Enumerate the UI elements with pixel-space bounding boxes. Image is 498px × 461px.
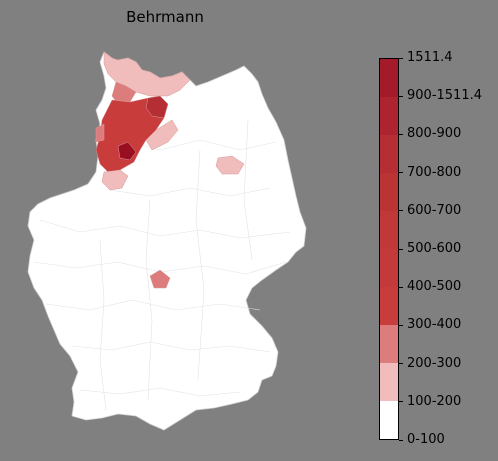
colorbar-tick-label: 800-900: [407, 126, 462, 142]
colorbar-segment: [380, 97, 398, 135]
colorbar: [379, 58, 399, 440]
colorbar-tick: [399, 439, 403, 441]
colorbar-tick: [399, 57, 403, 59]
colorbar-segment: [380, 363, 398, 401]
colorbar-tick: [399, 248, 403, 250]
colorbar-tick-label: 400-500: [407, 279, 462, 295]
district-light-south: [101, 169, 129, 191]
colorbar-tick-label: 1511.4: [407, 50, 453, 65]
colorbar-tick-label: 900-1511.4: [407, 88, 482, 104]
colorbar-tick: [399, 363, 403, 365]
colorbar-segment: [380, 249, 398, 287]
district-central: [149, 269, 171, 289]
colorbar-tick: [399, 286, 403, 288]
colorbar-segment: [380, 59, 398, 97]
colorbar-tick: [399, 133, 403, 135]
colorbar-tick: [399, 95, 403, 97]
colorbar-segment: [380, 135, 398, 173]
germany-map: [27, 51, 307, 431]
colorbar-segment: [380, 287, 398, 325]
district-darker-east: [145, 95, 169, 119]
colorbar-tick-label: 300-400: [407, 317, 462, 333]
district-darkest: [117, 141, 137, 161]
colorbar-segment: [380, 325, 398, 363]
colorbar-tick-label: 0-100: [407, 432, 445, 447]
colorbar-tick: [399, 210, 403, 212]
colorbar-tick-label: 500-600: [407, 241, 462, 256]
district-mid-west: [95, 123, 105, 143]
colorbar-tick-label: 100-200: [407, 393, 462, 409]
district-light-east: [145, 119, 179, 151]
colorbar-segment: [380, 401, 398, 439]
germany-outline: [27, 51, 307, 431]
highlighted-districts: [95, 51, 245, 289]
district-east-pink: [215, 155, 245, 175]
colorbar-tick: [399, 324, 403, 326]
colorbar-segment: [380, 173, 398, 211]
colorbar-tick: [399, 401, 403, 403]
colorbar-tick: [399, 172, 403, 174]
colorbar-tick-label: 200-300: [407, 355, 462, 371]
colorbar-tick-label: 700-800: [407, 164, 462, 180]
colorbar-tick-label: 600-700: [407, 202, 462, 218]
map-title: Behrmann: [126, 8, 204, 26]
colorbar-segment: [380, 211, 398, 249]
